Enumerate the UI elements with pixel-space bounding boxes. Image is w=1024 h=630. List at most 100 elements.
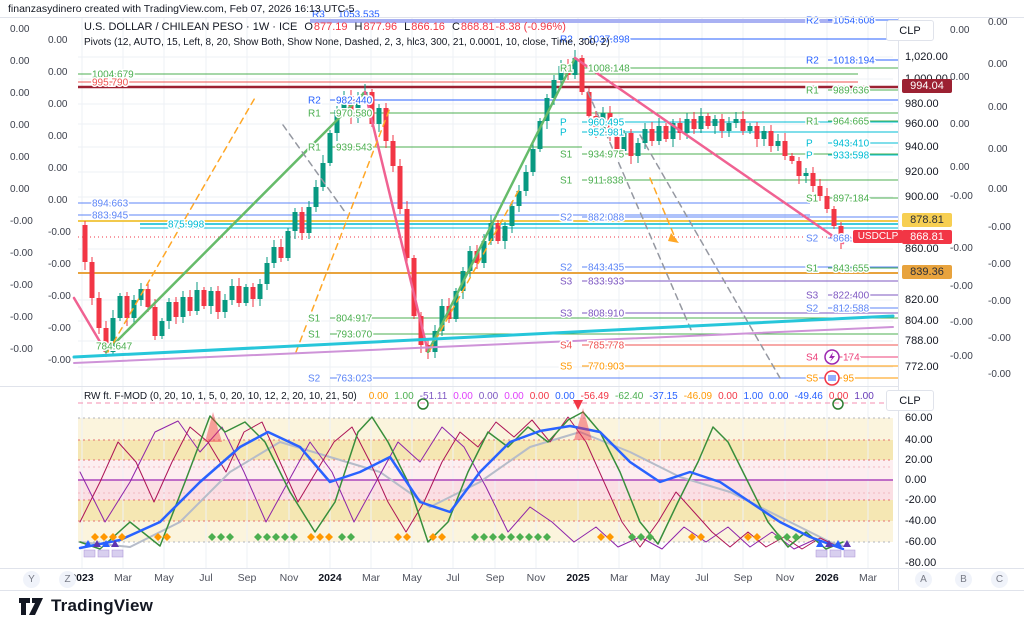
oscillator-tick: 40.00 xyxy=(905,434,933,446)
svg-text:763.023: 763.023 xyxy=(336,374,373,385)
svg-text:S2: S2 xyxy=(806,304,819,315)
price-tick: 920.00 xyxy=(905,166,939,178)
corner-button-z[interactable]: Z xyxy=(59,571,76,588)
svg-text:1018.194: 1018.194 xyxy=(833,56,875,67)
time-tick: May xyxy=(650,572,670,584)
indicator-value-label: -0.00 xyxy=(950,243,973,254)
svg-text:S1: S1 xyxy=(308,314,321,325)
corner-button-b[interactable]: B xyxy=(955,571,972,588)
time-tick: Mar xyxy=(113,572,133,584)
svg-text:964.665: 964.665 xyxy=(833,117,870,128)
svg-text:S3: S3 xyxy=(806,291,819,302)
indicator-value-label: -0.00 xyxy=(10,344,33,355)
oscillator-value: -56.49 xyxy=(580,391,609,402)
indicator-value-label: -0.00 xyxy=(10,248,33,259)
indicator-value-label: 0.00 xyxy=(10,56,30,67)
svg-text:883.945: 883.945 xyxy=(92,211,129,222)
svg-text:174: 174 xyxy=(843,353,860,364)
currency-button-top[interactable]: CLP xyxy=(886,20,934,41)
currency-button-panel[interactable]: CLP xyxy=(886,390,934,411)
svg-text:989.636: 989.636 xyxy=(833,86,870,97)
svg-text:1004.679: 1004.679 xyxy=(92,70,134,81)
time-tick: 2024 xyxy=(318,572,342,584)
svg-text:R2: R2 xyxy=(806,56,819,67)
symbol-title[interactable]: U.S. DOLLAR / CHILEAN PESO · 1W · ICE xyxy=(84,21,298,33)
ohlc-key: L xyxy=(404,21,411,33)
time-tick: Mar xyxy=(609,572,629,584)
svg-text:897.184: 897.184 xyxy=(833,194,870,205)
oscillator-curves xyxy=(78,408,845,551)
price-tick: 980.00 xyxy=(905,98,939,110)
svg-text:S1: S1 xyxy=(806,264,819,275)
time-tick: May xyxy=(154,572,174,584)
svg-text:833.933: 833.933 xyxy=(588,277,625,288)
svg-text:R2: R2 xyxy=(560,35,573,46)
indicator-value-label: 0.00 xyxy=(48,67,68,78)
indicator-value-label: 0.00 xyxy=(988,59,1008,70)
svg-text:770.903: 770.903 xyxy=(588,362,625,373)
chart-plot-area[interactable] xyxy=(78,18,893,568)
ohlc-value: 866.16 xyxy=(411,21,445,33)
svg-text:939.543: 939.543 xyxy=(336,143,373,154)
corner-button-y[interactable]: Y xyxy=(23,571,40,588)
oscillator-value: 0.00 xyxy=(555,391,575,402)
svg-text:S2: S2 xyxy=(560,263,573,274)
svg-text:804.917: 804.917 xyxy=(336,314,373,325)
oscillator-value: -62.40 xyxy=(615,391,644,402)
svg-text:P: P xyxy=(806,151,813,162)
pivots-indicator-legend[interactable]: Pivots (12, AUTO, 15, Left, 8, 20, Show … xyxy=(84,37,610,48)
pivot-level-lines xyxy=(78,19,898,379)
ohlc-value: 877.96 xyxy=(363,21,398,33)
pane-separator[interactable] xyxy=(0,386,898,387)
svg-text:785.778: 785.778 xyxy=(588,341,625,352)
oscillator-title[interactable]: RW ft. F-MOD (0, 20, 10, 1, 5, 0, 20, 10… xyxy=(84,391,357,402)
corner-button-a[interactable]: A xyxy=(915,571,932,588)
indicator-value-label: -0.00 xyxy=(48,259,71,270)
oscillator-value: 0.00 xyxy=(769,391,789,402)
tradingview-logo[interactable]: TradingView xyxy=(18,595,153,617)
pivot-level-labels: R31053.535875.9981004.679995.790894.6638… xyxy=(91,8,877,386)
price-tick: 940.00 xyxy=(905,141,939,153)
indicator-value-label: -0.00 xyxy=(10,216,33,227)
indicator-value-label: 0.00 xyxy=(48,99,68,110)
ohlc-value: 877.19 xyxy=(313,21,348,33)
svg-text:843.435: 843.435 xyxy=(588,263,625,274)
attribution-text: finanzasydinero created with TradingView… xyxy=(8,3,355,15)
bottom-separator xyxy=(0,590,1024,591)
indicator-value-label: 0.00 xyxy=(10,88,30,99)
indicator-value-label: 0.00 xyxy=(988,184,1008,195)
indicator-value-label: 0.00 xyxy=(950,119,970,130)
svg-text:911.838: 911.838 xyxy=(588,176,624,187)
time-tick: Nov xyxy=(279,572,299,584)
oscillator-tick: -80.00 xyxy=(905,557,937,569)
price-tick: 820.00 xyxy=(905,294,939,306)
indicator-value-label: 0.00 xyxy=(10,184,30,195)
oscillator-value: 1.00 xyxy=(743,391,764,402)
svg-text:P: P xyxy=(560,128,567,139)
indicator-value-label: -0.00 xyxy=(950,317,973,328)
indicator-value-label: -0.00 xyxy=(988,296,1011,307)
price-tick: 772.00 xyxy=(905,361,939,373)
svg-text:S4: S4 xyxy=(806,353,819,364)
symbol-legend[interactable]: U.S. DOLLAR / CHILEAN PESO · 1W · ICE O87… xyxy=(84,21,566,33)
corner-button-c[interactable]: C xyxy=(991,571,1008,588)
oscillator-value: -51.11 xyxy=(419,391,448,402)
indicator-value-label: 0.00 xyxy=(48,131,68,142)
indicator-value-label: 0.00 xyxy=(988,102,1008,113)
oscillator-value: -46.09 xyxy=(683,391,713,402)
oscillator-value: 1.00 xyxy=(394,391,414,402)
ohlc-key: C xyxy=(451,21,460,33)
oscillator-value: 0.00 xyxy=(718,391,738,402)
svg-text:S1: S1 xyxy=(560,150,573,161)
indicator-value-label: 0.00 xyxy=(48,163,68,174)
indicator-value-label: -0.00 xyxy=(48,291,71,302)
indicator-value-label: 0.00 xyxy=(950,162,970,173)
oscillator-values: 0.00 1.00 -51.11 0.00 0.00 0.00 0.00 0.00 -56.49… xyxy=(363,391,874,402)
price-tick: 788.00 xyxy=(905,335,939,347)
time-tick: Jul xyxy=(446,572,460,584)
oscillator-value: 1.00 xyxy=(854,391,874,402)
oscillator-legend[interactable]: RW ft. F-MOD (0, 20, 10, 1, 5, 0, 20, 10… xyxy=(84,391,874,402)
price-tick: 1,020.00 xyxy=(905,51,948,63)
svg-text:S3: S3 xyxy=(560,277,573,288)
